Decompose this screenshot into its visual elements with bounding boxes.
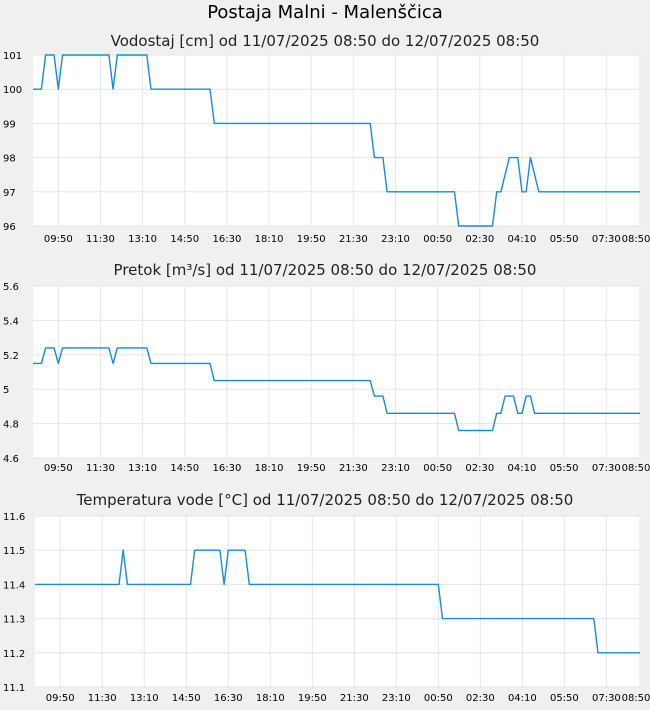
x-tick-label: 02:30 (465, 463, 494, 474)
y-tick-label: 5.4 (3, 316, 19, 327)
x-tick-label: 13:10 (130, 693, 159, 704)
y-tick-label: 11.3 (3, 615, 25, 626)
x-tick-label: 05:50 (550, 234, 579, 245)
x-tick-label: 04:10 (508, 463, 537, 474)
x-tick-label: 14:50 (170, 463, 199, 474)
x-tick-label: 14:50 (170, 234, 199, 245)
x-tick-label: 23:10 (381, 234, 410, 245)
x-tick-label: 05:50 (550, 463, 579, 474)
y-tick-label: 101 (3, 51, 22, 62)
y-tick-label: 98 (3, 154, 16, 165)
plot-area-1 (33, 55, 640, 226)
y-tick-label: 11.5 (3, 546, 25, 557)
x-tick-label: 16:30 (214, 693, 243, 704)
chart-title-1: Vodostaj [cm] od 11/07/2025 08:50 do 12/… (111, 32, 540, 50)
x-tick-label: 11:30 (86, 234, 115, 245)
x-tick-label: 09:50 (46, 693, 75, 704)
x-tick-label: 18:10 (256, 693, 285, 704)
x-tick-label: 18:10 (255, 234, 284, 245)
y-tick-label: 96 (3, 222, 16, 233)
x-tick-label: 16:30 (212, 234, 241, 245)
x-tick-label: 07:30 (592, 463, 621, 474)
x-tick-label: 00:50 (423, 463, 452, 474)
y-tick-label: 11.1 (3, 683, 25, 694)
x-tick-label: 21:30 (339, 463, 368, 474)
y-tick-label: 5.6 (3, 282, 19, 293)
x-tick-label: 02:30 (465, 234, 494, 245)
x-tick-label: 05:50 (550, 693, 579, 704)
chart-title-3: Temperatura vode [°C] od 11/07/2025 08:5… (76, 491, 574, 509)
x-tick-label: 19:50 (298, 693, 327, 704)
x-tick-label: 02:30 (466, 693, 495, 704)
page-title: Postaja Malni - Malenščica (207, 2, 443, 23)
y-tick-label: 97 (3, 188, 16, 199)
x-tick-label: 04:10 (508, 234, 537, 245)
x-tick-label: 09:50 (44, 463, 73, 474)
y-tick-label: 5 (3, 385, 9, 396)
y-tick-label: 4.6 (3, 454, 19, 465)
x-tick-label: 23:10 (381, 463, 410, 474)
x-tick-label: 00:50 (423, 234, 452, 245)
chart-title-2: Pretok [m³/s] od 11/07/2025 08:50 do 12/… (114, 261, 537, 279)
x-tick-label: 13:10 (128, 463, 157, 474)
x-tick-label: 11:30 (88, 693, 117, 704)
x-tick-label: 04:10 (508, 693, 537, 704)
x-tick-label: 00:50 (424, 693, 453, 704)
x-tick-label: 21:30 (340, 693, 369, 704)
series-line-2 (33, 347, 640, 432)
x-tick-label: 21:30 (339, 234, 368, 245)
x-tick-label: 08:50 (622, 234, 650, 245)
plot-area-3 (35, 516, 640, 687)
y-tick-label: 100 (3, 85, 22, 96)
x-tick-label: 16:30 (212, 463, 241, 474)
y-tick-label: 5.2 (3, 351, 19, 362)
y-tick-label: 11.6 (3, 512, 25, 523)
plot-area-2 (33, 286, 640, 458)
x-tick-label: 07:30 (592, 234, 621, 245)
y-tick-label: 11.4 (3, 580, 25, 591)
x-tick-label: 08:50 (622, 463, 650, 474)
x-tick-label: 09:50 (44, 234, 73, 245)
y-tick-label: 99 (3, 119, 16, 130)
x-tick-label: 19:50 (297, 234, 326, 245)
series-line-1 (33, 54, 640, 227)
x-tick-label: 19:50 (297, 463, 326, 474)
y-tick-label: 11.2 (3, 649, 25, 660)
x-tick-label: 14:50 (172, 693, 201, 704)
x-tick-label: 08:50 (622, 693, 650, 704)
x-tick-label: 23:10 (382, 693, 411, 704)
x-tick-label: 07:30 (592, 693, 621, 704)
series-line-3 (35, 549, 640, 654)
x-tick-label: 11:30 (86, 463, 115, 474)
x-tick-label: 18:10 (255, 463, 284, 474)
y-tick-label: 4.8 (3, 420, 19, 431)
x-tick-label: 13:10 (128, 234, 157, 245)
